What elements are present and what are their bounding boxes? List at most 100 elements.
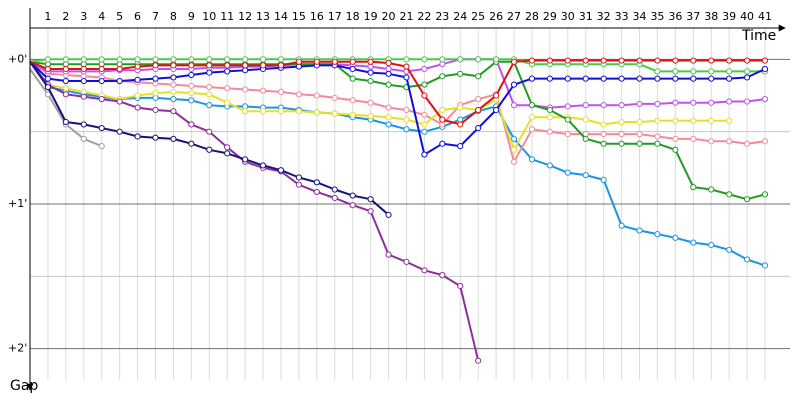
data-point — [457, 56, 464, 63]
data-point — [295, 181, 303, 188]
data-point — [242, 86, 249, 93]
data-point — [277, 62, 285, 69]
data-point — [546, 57, 553, 64]
data-point — [528, 126, 536, 133]
data-point — [98, 143, 105, 150]
data-point — [385, 114, 392, 121]
x-tick-label: 2 — [62, 10, 69, 23]
data-point — [134, 92, 141, 99]
data-point — [134, 63, 141, 70]
data-point — [439, 56, 446, 63]
data-point — [636, 57, 643, 64]
data-point — [313, 179, 320, 186]
x-tick-label: 16 — [310, 10, 324, 23]
x-tick-label: 6 — [134, 10, 141, 23]
data-point — [528, 57, 536, 64]
x-tick-label: 1 — [44, 10, 51, 23]
data-point — [188, 71, 195, 79]
x-tick-label: 3 — [80, 10, 87, 23]
data-point — [510, 58, 518, 65]
x-tick-label: 30 — [561, 10, 575, 23]
data-point — [403, 116, 410, 123]
x-tick-label: 10 — [202, 10, 216, 23]
data-point — [385, 211, 392, 218]
x-tick-label: 11 — [220, 10, 234, 23]
y-tick-label: +1' — [8, 197, 27, 210]
data-point — [188, 56, 195, 63]
data-point — [654, 57, 661, 64]
data-point — [385, 81, 392, 88]
data-point — [44, 65, 52, 73]
data-point — [475, 56, 482, 63]
data-point — [224, 68, 231, 75]
data-point — [421, 92, 428, 99]
data-point — [690, 135, 697, 143]
data-point — [439, 272, 446, 279]
data-point — [457, 282, 464, 290]
data-point — [546, 128, 553, 135]
data-point — [564, 130, 571, 138]
data-point — [475, 106, 482, 114]
data-point — [492, 92, 500, 99]
x-tick-label: 32 — [597, 10, 611, 23]
data-point — [636, 75, 643, 82]
data-point — [367, 58, 374, 65]
data-point — [528, 75, 536, 82]
data-point — [295, 174, 303, 181]
y-tick-label: +2' — [8, 342, 27, 355]
data-point — [690, 184, 697, 191]
data-point — [152, 106, 159, 114]
data-point — [672, 135, 679, 143]
data-point — [546, 114, 553, 121]
data-point — [385, 59, 392, 67]
data-point — [690, 75, 697, 82]
data-point — [259, 108, 267, 115]
x-tick-label: 4 — [98, 10, 105, 23]
x-tick-label: 22 — [417, 10, 431, 23]
data-point — [421, 81, 428, 88]
data-point — [708, 241, 715, 249]
data-point — [170, 88, 177, 95]
data-point — [349, 192, 356, 199]
data-point — [421, 151, 428, 158]
data-point — [654, 100, 661, 108]
data-point — [421, 56, 428, 63]
data-point — [475, 73, 482, 80]
x-tick-label: 15 — [292, 10, 306, 23]
data-point — [188, 62, 195, 69]
data-point — [367, 196, 374, 203]
data-point — [582, 116, 589, 123]
data-point — [259, 87, 267, 94]
y-tick-label: +0' — [8, 52, 27, 65]
data-point — [152, 89, 159, 97]
data-point — [510, 135, 518, 143]
data-point — [62, 77, 69, 85]
data-point — [116, 128, 123, 135]
data-point — [546, 162, 553, 169]
data-point — [403, 56, 410, 63]
data-point — [582, 57, 589, 64]
data-point — [62, 118, 69, 126]
data-point — [761, 65, 769, 73]
data-point — [636, 118, 643, 126]
x-axis-label: Time — [741, 28, 776, 44]
data-point — [726, 57, 733, 64]
data-point — [313, 109, 320, 116]
y-axis-label: Gap — [10, 378, 38, 394]
x-tick-label: 24 — [453, 10, 467, 23]
data-point — [743, 68, 751, 75]
data-point — [206, 83, 213, 91]
data-point — [80, 121, 87, 128]
data-point — [152, 62, 159, 69]
data-point — [116, 98, 123, 105]
data-point — [313, 92, 320, 99]
data-point — [528, 102, 536, 109]
data-point — [654, 117, 661, 124]
data-point — [564, 103, 571, 110]
data-point — [421, 65, 428, 73]
data-point — [385, 251, 392, 258]
data-point — [475, 96, 482, 103]
x-tick-label: 21 — [399, 10, 413, 23]
data-point — [672, 57, 679, 64]
